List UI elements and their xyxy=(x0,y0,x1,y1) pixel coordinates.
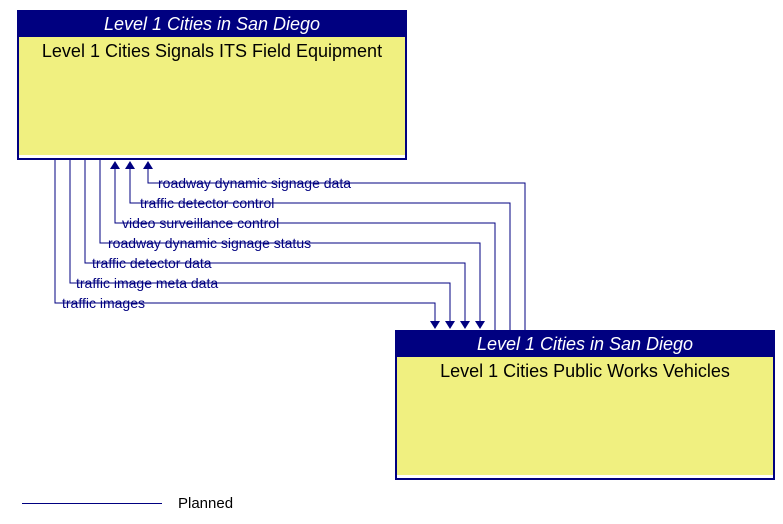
flow-label: roadway dynamic signage data xyxy=(158,175,351,191)
flow-label: traffic detector control xyxy=(140,195,274,211)
flow-label: traffic image meta data xyxy=(76,275,218,291)
flow-label: roadway dynamic signage status xyxy=(108,235,311,251)
flow-label: video surveillance control xyxy=(122,215,279,231)
node-field-equipment: Level 1 Cities in San Diego Level 1 Citi… xyxy=(17,10,407,160)
node-body-top: Level 1 Cities Signals ITS Field Equipme… xyxy=(19,37,405,155)
node-public-works: Level 1 Cities in San Diego Level 1 Citi… xyxy=(395,330,775,480)
node-body-bot: Level 1 Cities Public Works Vehicles xyxy=(397,357,773,475)
flow-label: traffic detector data xyxy=(92,255,212,271)
node-header-top: Level 1 Cities in San Diego xyxy=(19,12,405,37)
legend-line-icon xyxy=(22,503,162,504)
node-header-bot: Level 1 Cities in San Diego xyxy=(397,332,773,357)
legend: Planned xyxy=(22,495,233,512)
legend-label-planned: Planned xyxy=(178,495,233,512)
flow-label: traffic images xyxy=(62,295,145,311)
